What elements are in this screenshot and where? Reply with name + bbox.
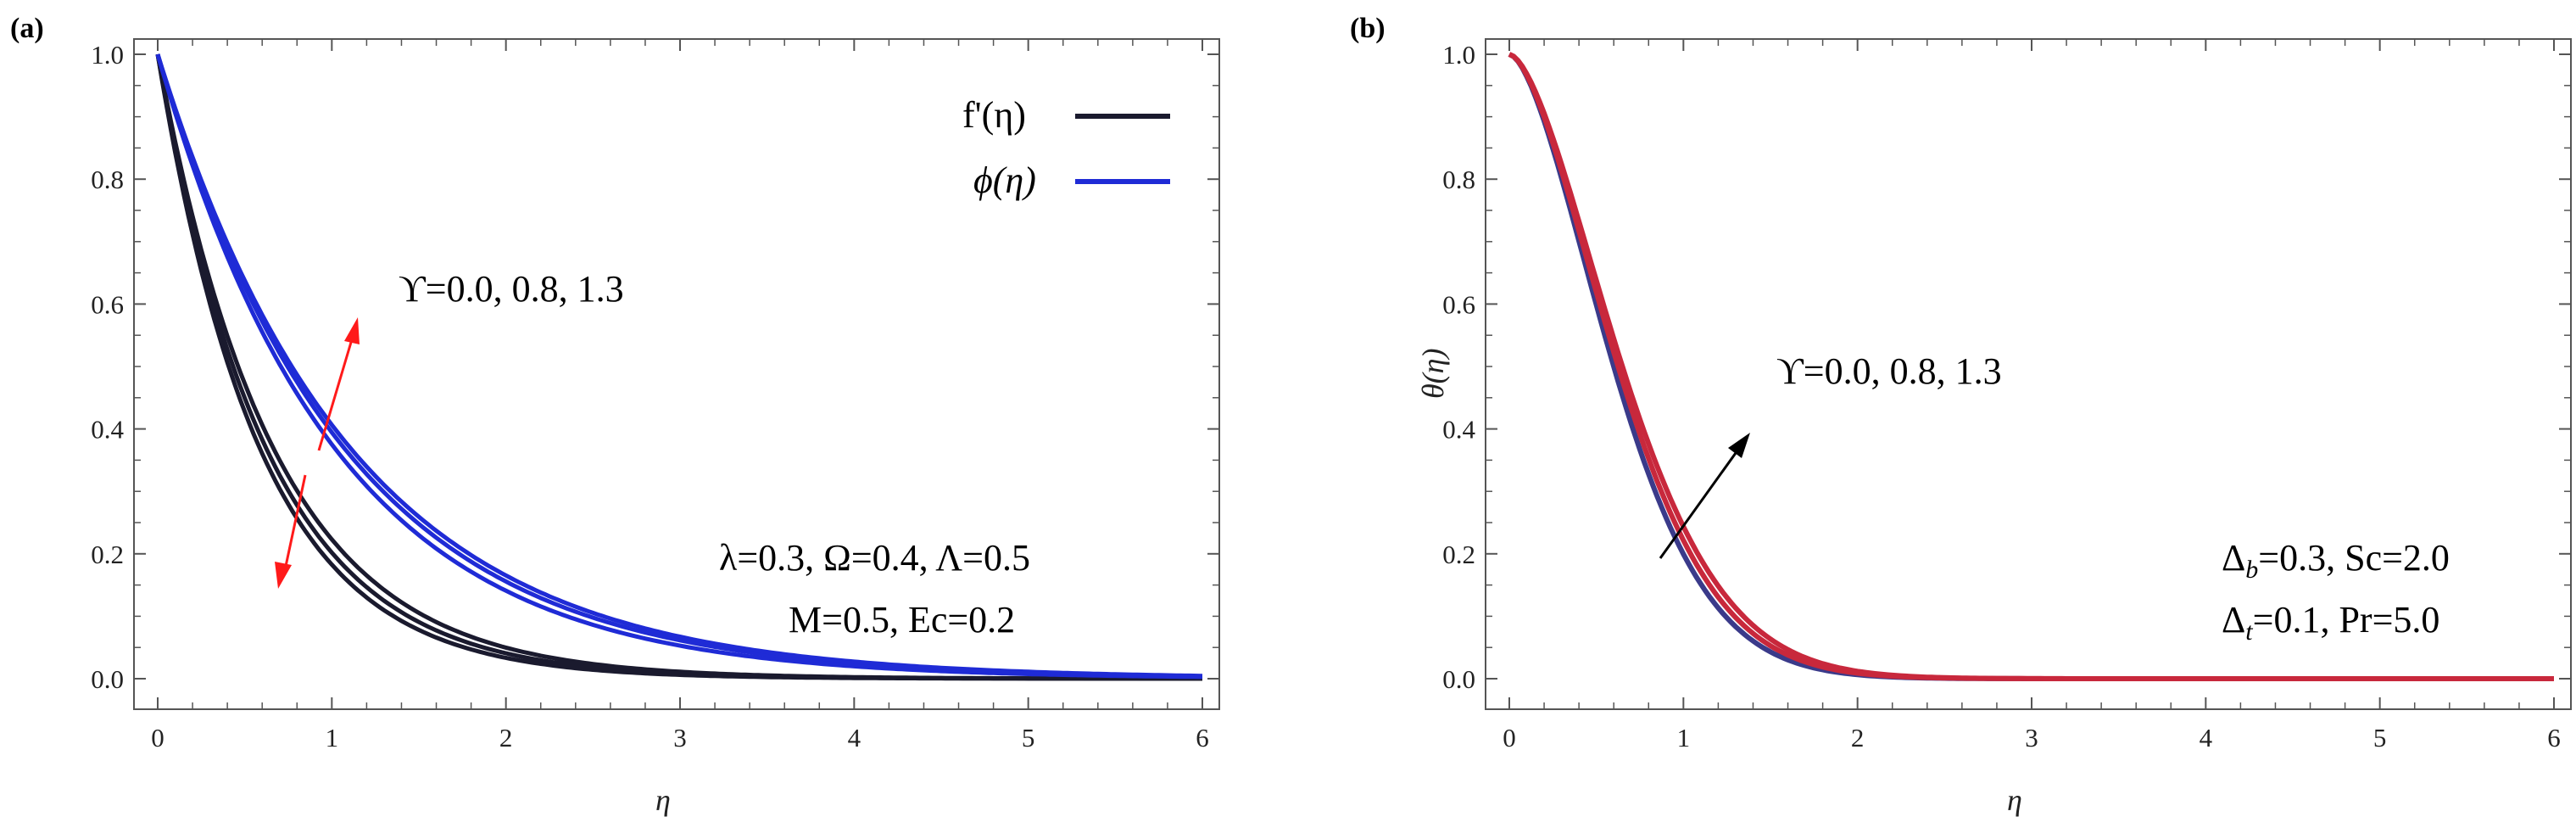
legend-a: f'(η) ϕ(η) xyxy=(962,94,1170,201)
curve-a-phi-4 xyxy=(155,53,1202,679)
y-tick-label-a-2: 0.4 xyxy=(91,415,124,445)
x-tick-label-a-3: 3 xyxy=(673,723,687,752)
y-tick-label-b-2: 0.4 xyxy=(1442,415,1475,445)
curve-a-phi-5 xyxy=(155,53,1203,679)
curve-a-phi-3 xyxy=(155,53,1202,680)
arrow-increase-phi xyxy=(317,317,360,451)
delta-t-rest: =0.1, Pr=5.0 xyxy=(2253,599,2440,641)
annotation-fixed-b-line1: Δb=0.3, Sc=2.0 xyxy=(2222,537,2450,584)
y-tick-label-b-0: 0.0 xyxy=(1442,664,1475,694)
curve-a-f-0 xyxy=(155,53,1202,681)
x-tick-label-a-5: 5 xyxy=(1022,723,1035,752)
annotation-param-b: ϒ=0.0, 0.8, 1.3 xyxy=(1776,350,2002,392)
y-tick-label-a-3: 0.6 xyxy=(91,289,124,319)
x-tick-label-b-1: 1 xyxy=(1677,723,1691,752)
x-tick-label-b-5: 5 xyxy=(2373,723,2387,752)
x-tick-label-a-4: 4 xyxy=(848,723,861,752)
delta-b-rest: =0.3, Sc=2.0 xyxy=(2258,537,2450,579)
annotation-fixed-a-line2: M=0.5, Ec=0.2 xyxy=(789,599,1015,641)
y-axis-label-b: θ(η) xyxy=(1416,348,1450,399)
x-tick-label-b-6: 6 xyxy=(2547,723,2561,752)
plot-frame-b xyxy=(1485,38,2572,710)
axis-ticks-a: 0 1 2 3 4 5 6 0.0 0.2 0.4 0.6 0.8 1.0 xyxy=(91,39,1219,752)
panel-label-b: (b) xyxy=(1350,13,1386,44)
arrow-increase-theta xyxy=(1659,433,1750,559)
curve-b-theta-0 xyxy=(1508,52,2554,681)
delta-t-symbol: Δ xyxy=(2222,599,2245,641)
x-tick-label-a-0: 0 xyxy=(151,723,164,752)
curve-b-theta-2 xyxy=(1508,52,2554,681)
delta-b-subscript: b xyxy=(2245,556,2258,584)
legend-label-phi: ϕ(η) xyxy=(973,159,1036,201)
x-tick-label-b-2: 2 xyxy=(1851,723,1865,752)
delta-b-symbol: Δ xyxy=(2222,537,2245,579)
curve-a-f-2 xyxy=(155,53,1202,681)
panel-label-a: (a) xyxy=(10,13,44,44)
y-tick-label-b-4: 0.8 xyxy=(1442,165,1475,194)
x-tick-label-b-4: 4 xyxy=(2200,723,2213,752)
curve-a-f-1 xyxy=(155,53,1203,681)
y-tick-label-a-4: 0.8 xyxy=(91,165,124,194)
y-tick-label-a-0: 0.0 xyxy=(91,664,124,694)
y-tick-label-a-1: 0.2 xyxy=(91,540,124,569)
x-axis-label-a: η xyxy=(655,783,671,817)
plot-frame-a xyxy=(133,38,1220,710)
y-tick-label-a-5: 1.0 xyxy=(91,40,124,70)
annotation-param-a: ϒ=0.0, 0.8, 1.3 xyxy=(399,268,624,310)
x-tick-label-a-2: 2 xyxy=(499,723,513,752)
axis-ticks-b: 0 1 2 3 4 5 6 0.0 0.2 0.4 0.6 0.8 1.0 xyxy=(1442,39,2571,752)
y-tick-label-b-1: 0.2 xyxy=(1442,540,1475,569)
x-tick-label-b-3: 3 xyxy=(2025,723,2038,752)
annotation-fixed-b-line2: Δt=0.1, Pr=5.0 xyxy=(2222,599,2439,646)
arrow-decrease-f xyxy=(275,474,307,589)
x-tick-label-a-1: 1 xyxy=(326,723,339,752)
x-axis-label-b: η xyxy=(2007,783,2022,817)
x-tick-label-a-6: 6 xyxy=(1196,723,1209,752)
x-tick-label-b-0: 0 xyxy=(1503,723,1516,752)
curve-b-theta-1 xyxy=(1508,52,2554,681)
legend-label-fprime: f'(η) xyxy=(962,94,1026,136)
delta-t-subscript: t xyxy=(2245,618,2253,646)
y-tick-label-b-5: 1.0 xyxy=(1442,40,1475,70)
curves-b xyxy=(1508,52,2554,681)
panel-b: (b) 0 1 2 3 4 5 6 0.0 0.2 0.4 0.6 0.8 1.0 η θ(η) ϒ=0… xyxy=(1350,13,2572,817)
annotation-fixed-a-line1: λ=0.3, Ω=0.4, Λ=0.5 xyxy=(719,537,1030,579)
panel-a: (a) 0 1 2 3 4 5 6 0.0 0.2 0.4 0.6 0.8 1.0 η f'(η) ϕ(… xyxy=(10,13,1220,817)
curves-a xyxy=(155,53,1203,681)
y-tick-label-b-3: 0.6 xyxy=(1442,289,1475,319)
